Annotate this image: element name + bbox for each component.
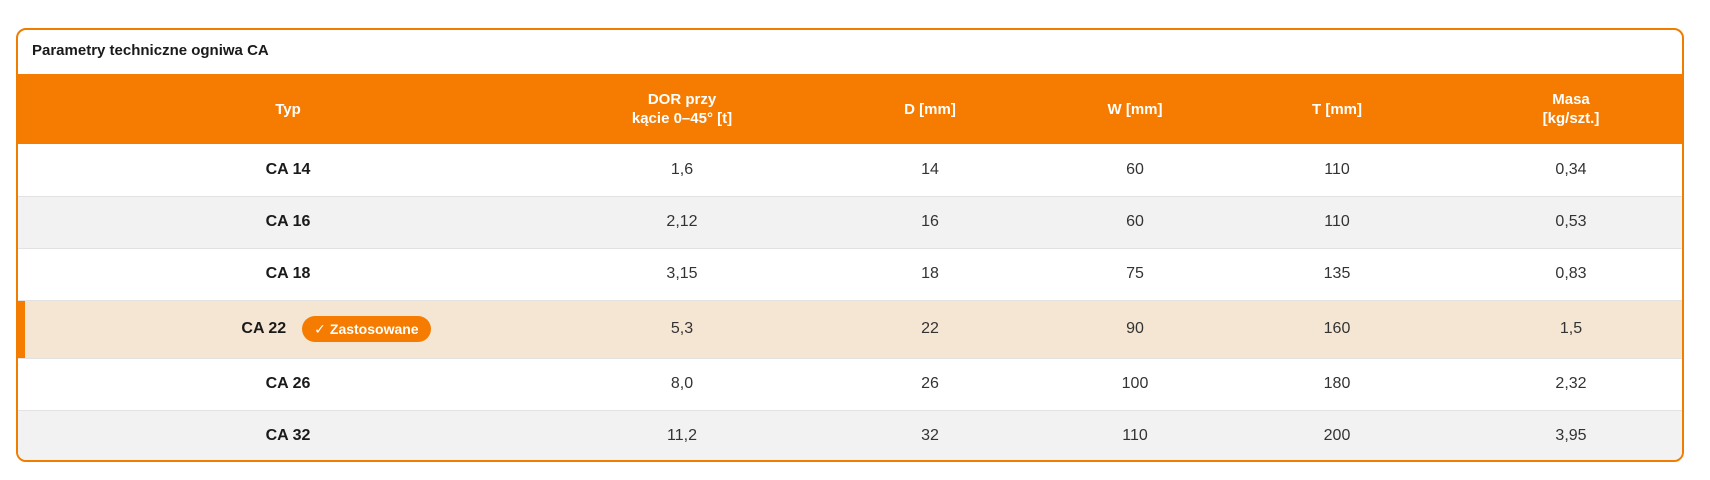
table-row[interactable]: CA 14 1,6 14 60 110 0,34 [18, 144, 1682, 196]
cell-mass: 0,83 [1555, 265, 1587, 282]
table-row[interactable]: CA 16 2,12 16 60 110 0,53 [18, 196, 1682, 248]
cell-dor: 8,0 [670, 375, 694, 392]
cell-d: 32 [921, 427, 939, 445]
header-d: D [mm] [904, 100, 956, 118]
cell-d: 22 [921, 320, 939, 337]
cell-mass: 0,53 [1555, 213, 1587, 230]
cell-type: CA 26 [265, 375, 311, 392]
cell-mass: 3,95 [1555, 427, 1587, 445]
cell-type-label: CA 22 [241, 320, 287, 337]
cell-t: 110 [1324, 213, 1350, 230]
cell-d: 18 [921, 265, 939, 282]
header-t: T [mm] [1312, 100, 1362, 118]
cell-d: 14 [921, 160, 939, 178]
cell-type: CA 18 [265, 265, 311, 282]
cell-type: CA 22 ✓ Zastosowane [18, 300, 558, 358]
applied-badge: ✓ Zastosowane [302, 316, 431, 342]
cell-mass: 1,5 [1559, 320, 1583, 337]
cell-w: 100 [1121, 375, 1149, 392]
cell-type: CA 16 [265, 213, 311, 230]
header-type: Typ [275, 100, 301, 118]
check-icon: ✓ [314, 321, 326, 337]
cell-t: 180 [1323, 375, 1351, 392]
cell-w: 110 [1122, 427, 1148, 445]
cell-mass: 0,34 [1555, 160, 1587, 178]
cell-t: 110 [1324, 160, 1350, 178]
type-with-badge: CA 22 ✓ Zastosowane [241, 316, 431, 342]
cell-w: 75 [1126, 265, 1144, 282]
header-w: W [mm] [1107, 100, 1163, 118]
cell-d: 26 [921, 375, 939, 392]
cell-t: 200 [1323, 427, 1351, 445]
cell-t: 160 [1323, 320, 1351, 337]
header-dor: DOR przy kącie 0–45° [t] [631, 91, 733, 127]
applied-badge-label: Zastosowane [329, 321, 419, 337]
cell-dor: 1,6 [670, 160, 694, 178]
cell-dor: 2,12 [666, 213, 698, 230]
cell-dor: 11,2 [667, 427, 697, 445]
cell-type: CA 14 [265, 160, 311, 178]
cell-w: 90 [1126, 320, 1144, 337]
params-table: Typ DOR przy kącie 0–45° [t] D [mm] W [mm… [18, 74, 1682, 460]
header-mass: Masa [kg/szt.] [1542, 91, 1600, 127]
table-row[interactable]: CA 32 11,2 32 110 200 3,95 [18, 410, 1682, 460]
cell-mass: 2,32 [1555, 375, 1587, 392]
cell-t: 135 [1323, 265, 1351, 282]
cell-w: 60 [1126, 160, 1144, 178]
cell-d: 16 [921, 213, 939, 230]
table-header-row: Typ DOR przy kącie 0–45° [t] D [mm] W [mm… [18, 74, 1682, 144]
table-row-selected[interactable]: CA 22 ✓ Zastosowane 5,3 22 90 160 1,5 [18, 300, 1682, 358]
card-title: Parametry techniczne ogniwa CA [32, 42, 269, 59]
technical-params-card: Parametry techniczne ogniwa CA Typ DOR p… [16, 28, 1684, 462]
table-row[interactable]: CA 26 8,0 26 100 180 2,32 [18, 358, 1682, 410]
cell-type: CA 32 [265, 427, 311, 445]
table-row[interactable]: CA 18 3,15 18 75 135 0,83 [18, 248, 1682, 300]
cell-dor: 3,15 [666, 265, 698, 282]
cell-w: 60 [1126, 213, 1144, 230]
cell-dor: 5,3 [670, 320, 694, 337]
